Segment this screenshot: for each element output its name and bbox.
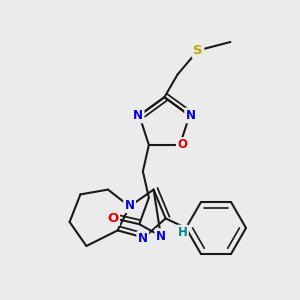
Text: O: O bbox=[107, 212, 118, 225]
Text: S: S bbox=[193, 44, 203, 57]
Text: N: N bbox=[124, 199, 135, 212]
Text: H: H bbox=[178, 226, 188, 239]
Text: N: N bbox=[138, 232, 148, 245]
Text: N: N bbox=[186, 109, 196, 122]
Text: N: N bbox=[133, 109, 143, 122]
Text: N: N bbox=[156, 230, 166, 243]
Text: O: O bbox=[177, 139, 187, 152]
